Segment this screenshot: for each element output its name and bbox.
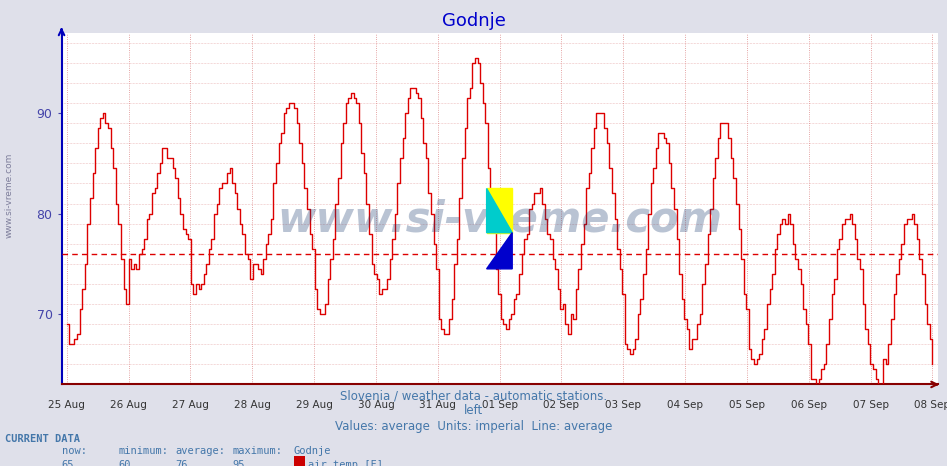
Text: 02 Sep: 02 Sep — [544, 399, 580, 410]
Text: 06 Sep: 06 Sep — [791, 399, 827, 410]
Text: Godnje: Godnje — [441, 12, 506, 30]
Text: 05 Sep: 05 Sep — [729, 399, 765, 410]
Text: 08 Sep: 08 Sep — [915, 399, 947, 410]
Text: www.si-vreme.com: www.si-vreme.com — [277, 198, 722, 240]
Text: 29 Aug: 29 Aug — [295, 399, 332, 410]
Text: 25 Aug: 25 Aug — [48, 399, 85, 410]
Text: 04 Sep: 04 Sep — [667, 399, 703, 410]
Text: left: left — [464, 404, 483, 418]
Text: 03 Sep: 03 Sep — [605, 399, 641, 410]
Text: 95: 95 — [232, 460, 244, 466]
Text: Values: average  Units: imperial  Line: average: Values: average Units: imperial Line: av… — [335, 420, 612, 433]
Text: air temp.[F]: air temp.[F] — [308, 460, 383, 466]
Text: 07 Sep: 07 Sep — [852, 399, 888, 410]
Text: 65: 65 — [62, 460, 74, 466]
Text: 30 Aug: 30 Aug — [358, 399, 394, 410]
Text: 31 Aug: 31 Aug — [420, 399, 456, 410]
Text: 01 Sep: 01 Sep — [481, 399, 518, 410]
Text: 26 Aug: 26 Aug — [110, 399, 147, 410]
Text: 60: 60 — [118, 460, 131, 466]
Text: now:: now: — [62, 446, 86, 456]
Text: Godnje: Godnje — [294, 446, 331, 456]
Text: maximum:: maximum: — [232, 446, 282, 456]
Text: 27 Aug: 27 Aug — [172, 399, 209, 410]
Bar — [487, 188, 512, 233]
Polygon shape — [487, 233, 512, 269]
Text: www.si-vreme.com: www.si-vreme.com — [5, 153, 14, 239]
Text: average:: average: — [175, 446, 225, 456]
Text: 76: 76 — [175, 460, 188, 466]
Polygon shape — [487, 188, 512, 233]
Text: CURRENT DATA: CURRENT DATA — [5, 434, 80, 444]
Text: Slovenia / weather data - automatic stations.: Slovenia / weather data - automatic stat… — [340, 389, 607, 402]
Text: minimum:: minimum: — [118, 446, 169, 456]
Text: 28 Aug: 28 Aug — [234, 399, 271, 410]
